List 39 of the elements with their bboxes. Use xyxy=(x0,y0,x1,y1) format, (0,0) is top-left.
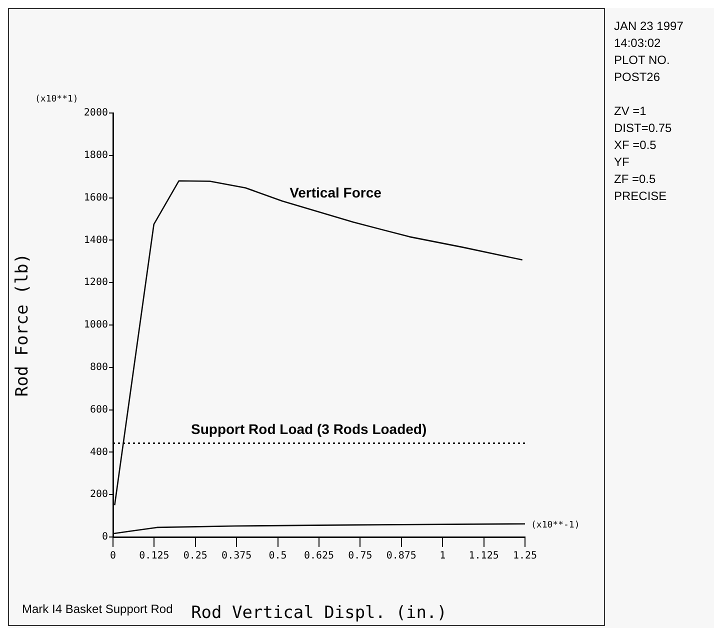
y-tick-label: 200 xyxy=(90,489,108,500)
text: YF xyxy=(614,154,630,171)
y-tick-label: 2000 xyxy=(84,108,108,119)
x-tick-label: 1.25 xyxy=(512,550,538,562)
y-tick-label: 1800 xyxy=(84,150,108,161)
x-tick-label: 1 xyxy=(440,550,446,562)
text: (x10**1) xyxy=(35,94,78,104)
annotation: Vertical Force xyxy=(290,184,382,200)
text: POST26 xyxy=(614,69,662,86)
text: 14:03:02 xyxy=(614,35,662,52)
y-tick-label: 1200 xyxy=(84,277,108,288)
text: Mark I4 Basket Support Rod xyxy=(22,602,173,616)
x-tick-label: 0.375 xyxy=(222,550,252,562)
text: ZF =0.5 xyxy=(614,171,657,188)
x-tick-label: 0.5 xyxy=(268,550,287,562)
y-tick-label: 1600 xyxy=(84,192,108,204)
x-tick-label: 0.25 xyxy=(183,550,208,562)
text: DIST=0.75 xyxy=(614,120,673,137)
y-tick-label: 800 xyxy=(90,362,108,373)
x-tick-label: 0.125 xyxy=(139,550,170,562)
ref-line-label: Support Rod Load (3 Rods Loaded) xyxy=(191,421,427,438)
y-tick-label: 0 xyxy=(102,532,108,543)
y-tick-label: 400 xyxy=(90,446,108,458)
x-tick-label: 0.875 xyxy=(386,550,416,562)
x-tick-label: 1.125 xyxy=(468,550,499,562)
y-tick-label: 600 xyxy=(90,404,108,416)
x-axis-title: Rod Vertical Displ. (in.) xyxy=(191,603,447,624)
y-tick-label: 1400 xyxy=(84,234,108,246)
text: XF =0.5 xyxy=(614,137,658,154)
y-tick-label: 1000 xyxy=(84,320,108,331)
text: (x10**-1) xyxy=(531,520,580,530)
x-tick-label: 0.625 xyxy=(304,550,334,562)
text: PLOT NO. xyxy=(614,52,671,69)
text: PRECISE xyxy=(614,188,668,205)
y-axis-title: Rod Force (lb) xyxy=(12,253,33,397)
text: JAN 23 1997 xyxy=(614,18,684,35)
x-tick-label: 0.75 xyxy=(348,550,372,562)
x-tick-label: 0 xyxy=(110,550,116,562)
text: ZV =1 xyxy=(614,103,648,120)
